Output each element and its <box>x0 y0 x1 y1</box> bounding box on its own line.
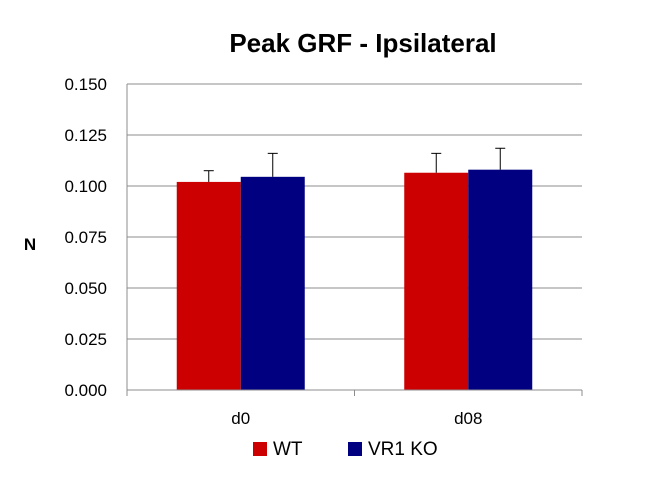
y-tick-label: 0.150 <box>64 75 107 94</box>
y-tick-label: 0.050 <box>64 279 107 298</box>
legend: WT VR1 KO <box>253 439 438 460</box>
legend-swatch-wt <box>253 442 267 456</box>
bar-wt-d0 <box>176 181 241 390</box>
legend-label: WT <box>273 439 303 460</box>
x-tick-label: d0 <box>231 409 250 428</box>
y-tick-label: 0.100 <box>64 177 107 196</box>
y-tick-label: 0.075 <box>64 228 107 247</box>
x-tick-label: d08 <box>454 409 482 428</box>
y-tick-label: 0.000 <box>64 381 107 400</box>
bar-vr1-ko-d0 <box>240 176 305 390</box>
y-axis-label: N <box>24 235 36 254</box>
axes <box>126 84 583 396</box>
bars <box>176 169 533 390</box>
y-tick-label: 0.125 <box>64 126 107 145</box>
y-tick-label: 0.025 <box>64 330 107 349</box>
legend-label: VR1 KO <box>368 439 438 460</box>
bar-wt-d08 <box>404 172 469 390</box>
error-bars <box>203 147 506 182</box>
bar-vr1-ko-d08 <box>468 169 533 390</box>
legend-swatch-vr1-ko <box>348 442 362 456</box>
tick-labels: 0.000 0.025 0.050 0.075 0.100 0.125 0.150 d0 d08 <box>64 75 482 428</box>
chart-title: Peak GRF - Ipsilateral <box>229 28 496 58</box>
